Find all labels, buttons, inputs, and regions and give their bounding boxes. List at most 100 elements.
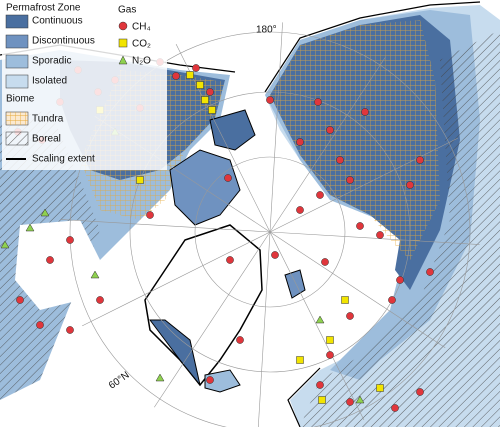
swatch — [5, 14, 29, 29]
co2-site — [341, 296, 349, 304]
ch4-site — [146, 211, 154, 219]
co2-site — [318, 396, 326, 404]
n2o-site — [355, 395, 365, 404]
co2-site — [296, 356, 304, 364]
ch4-site — [416, 156, 424, 164]
n2o-site — [40, 208, 50, 217]
ch4-site — [296, 206, 304, 214]
n2o-site — [0, 240, 10, 249]
legend-item: Isolated — [32, 76, 67, 87]
ch4-site — [416, 388, 424, 396]
ch4-site — [396, 276, 404, 284]
n2o-site — [155, 373, 165, 382]
ch4-site — [336, 156, 344, 164]
sites — [0, 58, 434, 412]
ch4-site — [266, 96, 274, 104]
n2o-site — [315, 315, 325, 324]
n2o-site — [90, 270, 100, 279]
ch4-site — [391, 404, 399, 412]
legend-item: Sporadic — [32, 56, 71, 67]
legend-title: Biome — [6, 94, 35, 105]
ch4-site — [236, 336, 244, 344]
ch4-site — [426, 268, 434, 276]
eurasia-boreal — [300, 30, 500, 427]
co2-site — [201, 96, 209, 104]
ch4-site — [66, 326, 74, 334]
legend-title: Gas — [118, 5, 136, 16]
eurasia-tundra — [270, 20, 440, 260]
ch4-site — [16, 296, 24, 304]
ch4-site — [326, 126, 334, 134]
ch4-site — [224, 174, 232, 182]
ch4-site — [206, 88, 214, 96]
co2-site — [196, 81, 204, 89]
ch4-site — [96, 296, 104, 304]
swatch — [118, 55, 128, 65]
ch4-site — [192, 64, 200, 72]
latitude-circle — [194, 156, 346, 308]
ch4-site — [326, 351, 334, 359]
iceland — [204, 369, 241, 393]
ch4-site — [66, 236, 74, 244]
meridian — [269, 231, 365, 420]
meridian — [269, 22, 283, 233]
meridian — [60, 219, 271, 233]
swatch — [5, 74, 29, 89]
ch4-site — [206, 376, 214, 384]
meridian — [257, 231, 271, 427]
label-180: 180° — [256, 25, 277, 36]
ch4-site — [226, 256, 234, 264]
legend-item: Boreal — [32, 134, 61, 145]
graticule — [69, 31, 471, 427]
ch4-site — [321, 258, 329, 266]
ch4-site — [388, 296, 396, 304]
latitude-circle — [69, 31, 471, 427]
ch4-site — [346, 398, 354, 406]
co2-site — [208, 106, 216, 114]
arctic-islands-2 — [209, 109, 256, 151]
legend-title: Permafrost Zone — [6, 3, 81, 14]
ch4-site — [296, 138, 304, 146]
legend-item: Discontinuous — [32, 36, 95, 47]
legend-bg — [2, 2, 167, 170]
meridian — [269, 231, 480, 245]
ch4-site — [46, 256, 54, 264]
ch4-site — [346, 312, 354, 320]
legend-item: CO₂ — [132, 39, 151, 50]
n2o-site — [25, 223, 35, 232]
swatch — [118, 38, 128, 48]
co2-site — [326, 336, 334, 344]
meridian — [269, 231, 446, 348]
ch4-site — [356, 222, 364, 230]
greenland — [144, 224, 263, 387]
ch4-site — [406, 181, 414, 189]
legend-item: Continuous — [32, 16, 83, 27]
meridian — [154, 231, 271, 408]
ch4-site — [36, 321, 44, 329]
co2-site — [376, 384, 384, 392]
ch4-site — [314, 98, 322, 106]
ch4-site — [316, 191, 324, 199]
meridian — [269, 137, 458, 233]
ch4-site — [172, 72, 180, 80]
ch4-site — [376, 231, 384, 239]
svalbard — [284, 269, 306, 299]
legend: Permafrost Zone Continuous Discontinuous… — [2, 2, 167, 170]
co2-site — [136, 176, 144, 184]
legend-item: N₂O — [132, 56, 151, 67]
swatch — [5, 34, 29, 49]
co2-site — [186, 71, 194, 79]
greenland-coast — [149, 319, 201, 386]
meridian — [82, 231, 271, 327]
ch4-site — [316, 381, 324, 389]
ch4-site — [346, 176, 354, 184]
latitude-circle — [129, 91, 411, 373]
ch4-site — [361, 108, 369, 116]
hudson-bay — [15, 220, 100, 310]
swatch — [5, 54, 29, 69]
arctic-islands — [169, 149, 241, 226]
